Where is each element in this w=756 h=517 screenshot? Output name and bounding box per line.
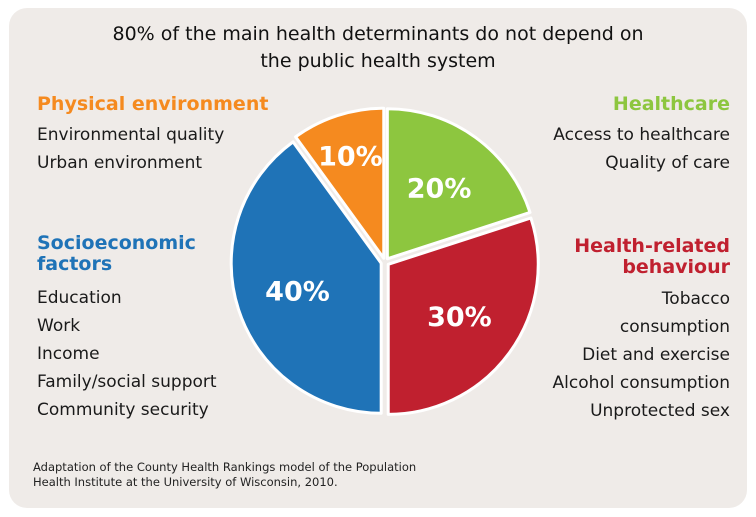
footnote-line: Adaptation of the County Health Rankings…	[33, 460, 416, 475]
pie-label: 10%	[318, 141, 383, 172]
pie-label: 30%	[427, 302, 492, 333]
footnote-line: Health Institute at the University of Wi…	[33, 475, 416, 490]
pie-label: 20%	[407, 174, 472, 205]
pie-label: 40%	[265, 276, 330, 307]
source-footnote: Adaptation of the County Health Rankings…	[33, 460, 416, 490]
